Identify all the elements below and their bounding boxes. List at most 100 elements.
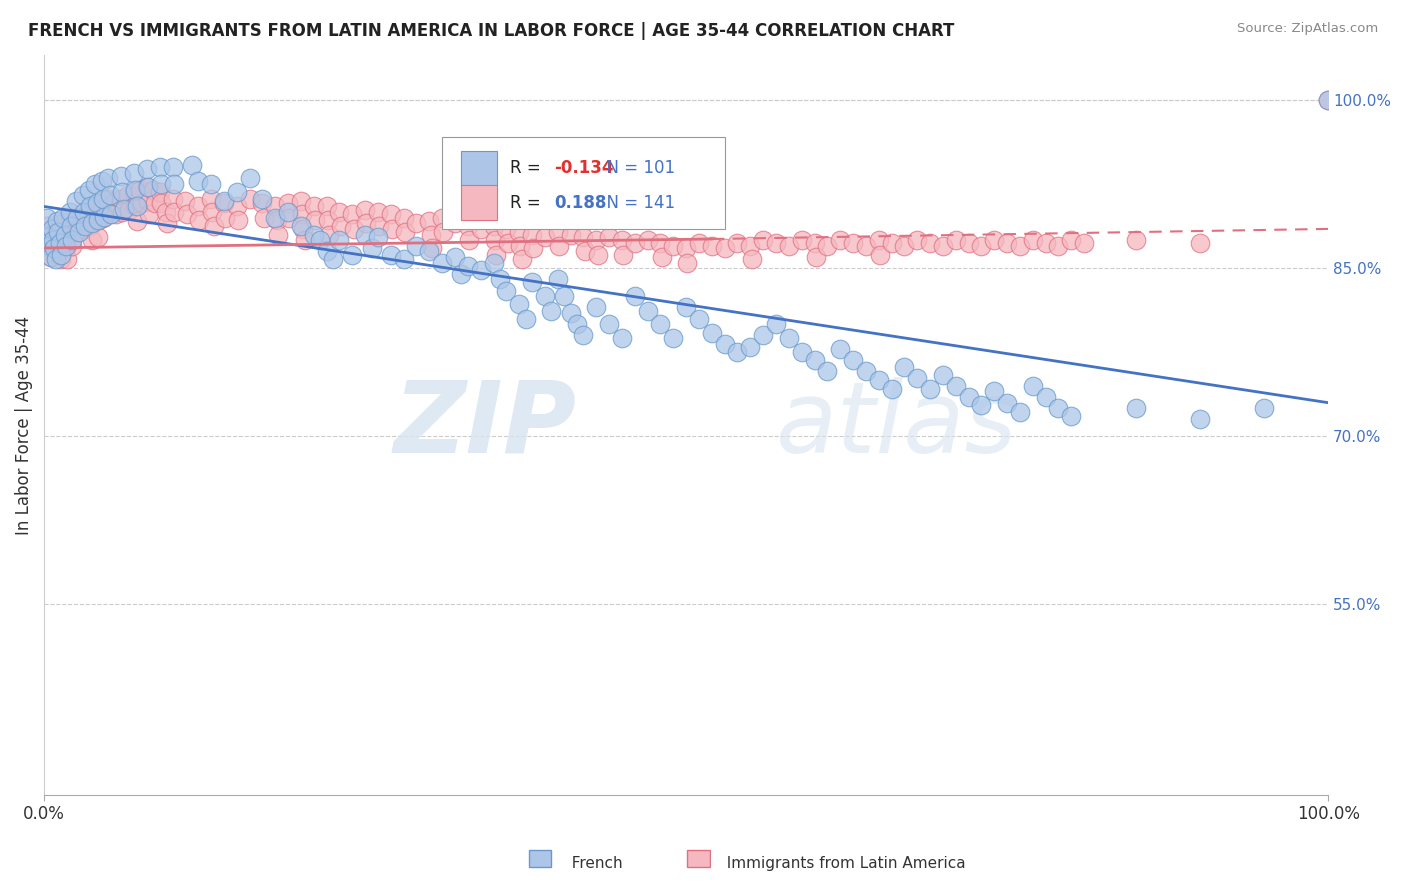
Point — [87, 213, 110, 227]
Point — [510, 252, 533, 267]
Point — [302, 227, 325, 242]
Point — [354, 227, 377, 242]
Point — [741, 252, 763, 267]
Point — [842, 353, 865, 368]
Point — [495, 284, 517, 298]
Point — [290, 219, 312, 233]
Point — [135, 180, 157, 194]
Point — [316, 213, 339, 227]
Point — [60, 219, 83, 233]
Point — [662, 238, 685, 252]
Point — [778, 238, 800, 252]
Point — [515, 311, 537, 326]
Point — [38, 238, 60, 252]
Point — [815, 238, 838, 252]
Point — [1317, 93, 1340, 107]
Point — [1125, 401, 1147, 416]
Point — [118, 202, 141, 217]
Point — [110, 169, 132, 184]
Point — [131, 196, 153, 211]
Point — [752, 233, 775, 247]
Point — [458, 233, 481, 247]
Point — [727, 345, 749, 359]
Point — [328, 205, 350, 219]
Point — [42, 233, 65, 247]
Point — [1125, 233, 1147, 247]
Point — [86, 214, 108, 228]
Point — [290, 194, 312, 208]
Point — [405, 238, 427, 252]
Point — [893, 238, 915, 252]
Point — [66, 211, 89, 225]
Point — [418, 214, 440, 228]
Point — [125, 214, 148, 228]
Point — [534, 229, 557, 244]
Point — [73, 222, 96, 236]
Point — [482, 219, 505, 233]
Point — [111, 185, 134, 199]
Point — [676, 255, 699, 269]
Point — [42, 225, 65, 239]
Point — [267, 227, 290, 242]
Point — [522, 241, 544, 255]
Point — [765, 317, 787, 331]
Point — [572, 229, 595, 244]
Point — [93, 210, 115, 224]
Point — [418, 244, 440, 259]
Point — [713, 337, 735, 351]
Point — [90, 174, 112, 188]
Point — [342, 222, 364, 236]
Point — [430, 255, 453, 269]
Point — [135, 162, 157, 177]
Point — [470, 222, 492, 236]
Point — [200, 192, 222, 206]
Point — [318, 227, 340, 242]
Point — [73, 205, 96, 219]
Point — [547, 272, 569, 286]
Point — [612, 248, 634, 262]
Point — [39, 250, 62, 264]
Point — [129, 183, 152, 197]
Point — [354, 202, 377, 217]
Point — [572, 328, 595, 343]
Point — [534, 289, 557, 303]
Point — [1188, 236, 1211, 251]
Text: N = 101: N = 101 — [596, 160, 675, 178]
Point — [138, 207, 160, 221]
Point — [1317, 93, 1340, 107]
Point — [450, 267, 472, 281]
Point — [381, 222, 404, 236]
Point — [309, 233, 332, 247]
Point — [367, 205, 389, 219]
Point — [304, 213, 326, 227]
Point — [920, 236, 942, 251]
Point — [278, 211, 301, 225]
Point — [136, 180, 159, 194]
Point — [52, 211, 75, 225]
Point — [322, 252, 344, 267]
Point — [585, 301, 607, 315]
Point — [790, 345, 813, 359]
Point — [457, 219, 479, 233]
Point — [104, 194, 127, 208]
Point — [65, 211, 87, 225]
Point — [91, 192, 114, 206]
Point — [187, 199, 209, 213]
Point — [740, 340, 762, 354]
Point — [920, 382, 942, 396]
Point — [932, 368, 955, 382]
Point — [380, 248, 402, 262]
Point — [252, 192, 274, 206]
Point — [328, 233, 350, 247]
Point — [520, 275, 543, 289]
Point — [277, 205, 299, 219]
Text: -0.134: -0.134 — [554, 160, 613, 178]
Point — [1073, 236, 1095, 251]
Point — [200, 177, 222, 191]
Point — [905, 371, 928, 385]
Point — [174, 194, 197, 208]
Point — [149, 196, 172, 211]
Point — [560, 227, 582, 242]
Point — [38, 241, 60, 255]
Point — [842, 236, 865, 251]
